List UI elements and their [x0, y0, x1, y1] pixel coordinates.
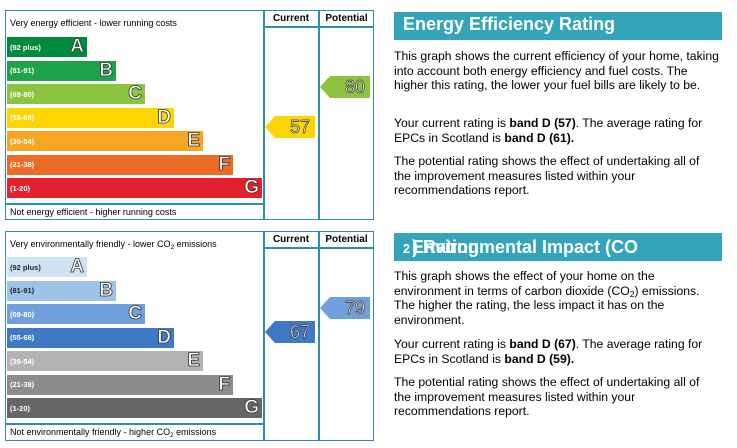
environment-band-a: (92 plus) A [7, 256, 87, 277]
energy-col-divider-2 [318, 10, 320, 220]
environment-bottom-caption: Not environmentally friendly - higher CO… [10, 427, 217, 439]
environment-chart-frame [5, 231, 374, 441]
energy-current-rating-text: Your current rating is band D (57). The … [394, 116, 703, 145]
environment-heading: Environmental Impact (CO 2) Rating [403, 237, 639, 257]
environment-band-b-letter: B [99, 279, 114, 301]
energy-header-divider [263, 26, 374, 28]
energy-band-f-range: (21-38) [10, 160, 35, 169]
environment-current-header: Current [272, 234, 310, 245]
environment-heading-box: Environmental Impact (CO 2) Rating [394, 233, 722, 261]
environment-band-b-range: (81-91) [10, 286, 35, 295]
energy-current-value: 57 [289, 117, 311, 138]
energy-col-divider-1 [263, 10, 265, 220]
energy-current-header: Current [272, 13, 310, 24]
energy-band-g-range: (1-20) [10, 183, 31, 193]
energy-band-e-letter: E [187, 130, 200, 151]
energy-potential-text: The potential rating shows the effect of… [394, 154, 700, 197]
environment-top-caption: Very environmentally friendly - lower CO… [10, 239, 217, 251]
environment-band-c: (69-80) C [7, 303, 145, 324]
environment-potential-value: 79 [344, 298, 366, 319]
energy-band-f: (21-38) F [7, 153, 233, 175]
environment-band-g: (1-20) G [7, 397, 262, 418]
energy-band-b: (81-91) B [7, 59, 116, 81]
energy-band-d-range: (55-68) [10, 113, 35, 122]
environment-header-divider [263, 247, 374, 249]
energy-bottom-caption: Not energy efficient - higher running co… [10, 207, 177, 217]
environment-band-f-letter: F [218, 373, 230, 395]
environment-band-e: (39-54) E [7, 350, 203, 371]
environment-potential-rating-arrow: 79 [320, 297, 370, 319]
energy-band-f-letter: F [218, 153, 230, 175]
energy-band-d-letter: D [157, 106, 172, 128]
energy-chart-frame [5, 10, 374, 220]
energy-band-c-range: (69-80) [10, 89, 35, 99]
energy-band-g-letter: G [244, 177, 260, 198]
environment-col-divider-1 [263, 231, 265, 441]
energy-potential-header: Potential [325, 13, 368, 24]
energy-heading: Energy Efficiency Rating [403, 14, 616, 34]
environment-band-g-range: (1-20) [10, 403, 31, 413]
energy-band-c-letter: C [128, 83, 143, 104]
environment-band-d-range: (55-68) [10, 333, 35, 342]
energy-description: This graph shows the current efficiency … [394, 49, 719, 92]
environment-band-c-letter: C [128, 303, 143, 324]
environment-band-d: (55-68) D [7, 326, 174, 348]
environment-band-e-letter: E [187, 350, 200, 371]
environment-description: This graph shows the effect of your home… [394, 269, 700, 327]
environment-footer-divider [5, 423, 263, 425]
energy-band-g: (1-20) G [7, 177, 262, 198]
energy-band-a: (92 plus) A [7, 36, 87, 57]
environment-band-b: (81-91) B [7, 279, 116, 301]
energy-band-a-letter: A [70, 36, 85, 57]
environment-band-g-letter: G [244, 397, 260, 418]
environment-band-f-range: (21-38) [10, 380, 35, 389]
environment-band-f: (21-38) F [7, 373, 233, 395]
environment-band-a-letter: A [70, 256, 85, 277]
energy-band-b-range: (81-91) [10, 66, 35, 75]
environment-potential-header: Potential [325, 234, 368, 245]
environment-band-d-letter: D [157, 326, 172, 348]
energy-band-b-letter: B [99, 59, 114, 81]
energy-footer-divider [5, 203, 263, 205]
energy-heading-box: Energy Efficiency Rating [394, 12, 722, 40]
energy-band-a-range: (92 plus) [10, 42, 41, 52]
environment-band-a-range: (92 plus) [10, 262, 41, 272]
environment-current-rating-text: Your current rating is band D (67). The … [394, 337, 703, 366]
energy-band-d: (55-68) D [7, 106, 174, 128]
environment-potential-text: The potential rating shows the effect of… [394, 375, 700, 418]
environment-band-e-range: (39-54) [10, 356, 35, 366]
energy-current-rating-arrow: 57 [265, 116, 315, 138]
energy-band-e: (39-54) E [7, 130, 203, 151]
energy-top-caption: Very energy efficient - lower running co… [10, 18, 177, 28]
environment-current-value: 67 [289, 322, 311, 343]
environment-col-divider-2 [318, 231, 320, 441]
energy-band-c: (69-80) C [7, 83, 145, 104]
environment-current-rating-arrow: 67 [265, 321, 315, 343]
environment-band-c-range: (69-80) [10, 309, 35, 319]
energy-potential-value: 80 [344, 77, 366, 98]
energy-band-e-range: (39-54) [10, 136, 35, 146]
energy-potential-rating-arrow: 80 [320, 76, 370, 98]
